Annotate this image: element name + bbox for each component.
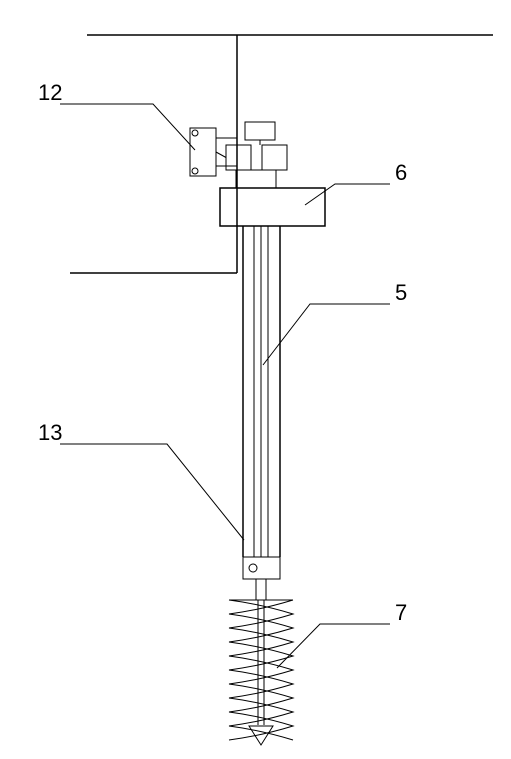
auger-bit <box>229 600 293 745</box>
frame-lines <box>70 35 493 273</box>
label-12: 12 <box>38 80 62 105</box>
label-5: 5 <box>395 280 407 305</box>
label-6: 6 <box>395 160 407 185</box>
labels: 12 6 5 13 7 <box>38 80 407 625</box>
mechanical-diagram: 12 6 5 13 7 <box>0 0 511 759</box>
label-7: 7 <box>395 600 407 625</box>
label-13: 13 <box>38 420 62 445</box>
mount-bracket <box>190 128 237 176</box>
drill-stems <box>243 226 280 557</box>
lower-joint <box>243 557 280 600</box>
